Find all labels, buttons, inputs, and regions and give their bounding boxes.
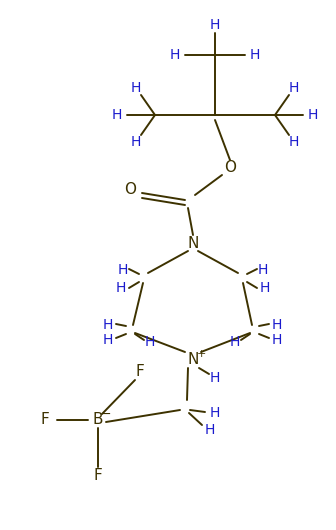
Text: H: H	[112, 108, 122, 122]
Text: H: H	[118, 263, 128, 277]
Text: H: H	[250, 48, 260, 62]
Text: F: F	[136, 365, 144, 379]
Text: O: O	[224, 161, 236, 175]
Text: F: F	[41, 412, 49, 428]
Text: N: N	[187, 352, 199, 367]
Text: O: O	[124, 182, 136, 198]
Text: H: H	[170, 48, 180, 62]
Text: H: H	[272, 318, 282, 332]
Text: H: H	[131, 135, 141, 149]
Text: H: H	[145, 335, 155, 349]
Text: H: H	[210, 406, 220, 420]
Text: H: H	[103, 333, 113, 347]
Text: F: F	[94, 467, 102, 482]
Text: H: H	[210, 371, 220, 385]
Text: H: H	[116, 281, 126, 295]
Text: N: N	[187, 235, 199, 251]
Text: −: −	[101, 408, 111, 420]
Text: +: +	[196, 349, 206, 359]
Text: H: H	[258, 263, 268, 277]
Text: H: H	[308, 108, 318, 122]
Text: H: H	[103, 318, 113, 332]
Text: H: H	[205, 423, 215, 437]
Text: H: H	[272, 333, 282, 347]
Text: H: H	[289, 81, 299, 95]
Text: H: H	[131, 81, 141, 95]
Text: H: H	[230, 335, 240, 349]
Text: H: H	[289, 135, 299, 149]
Text: H: H	[260, 281, 270, 295]
Text: H: H	[210, 18, 220, 32]
Text: B: B	[93, 412, 103, 428]
